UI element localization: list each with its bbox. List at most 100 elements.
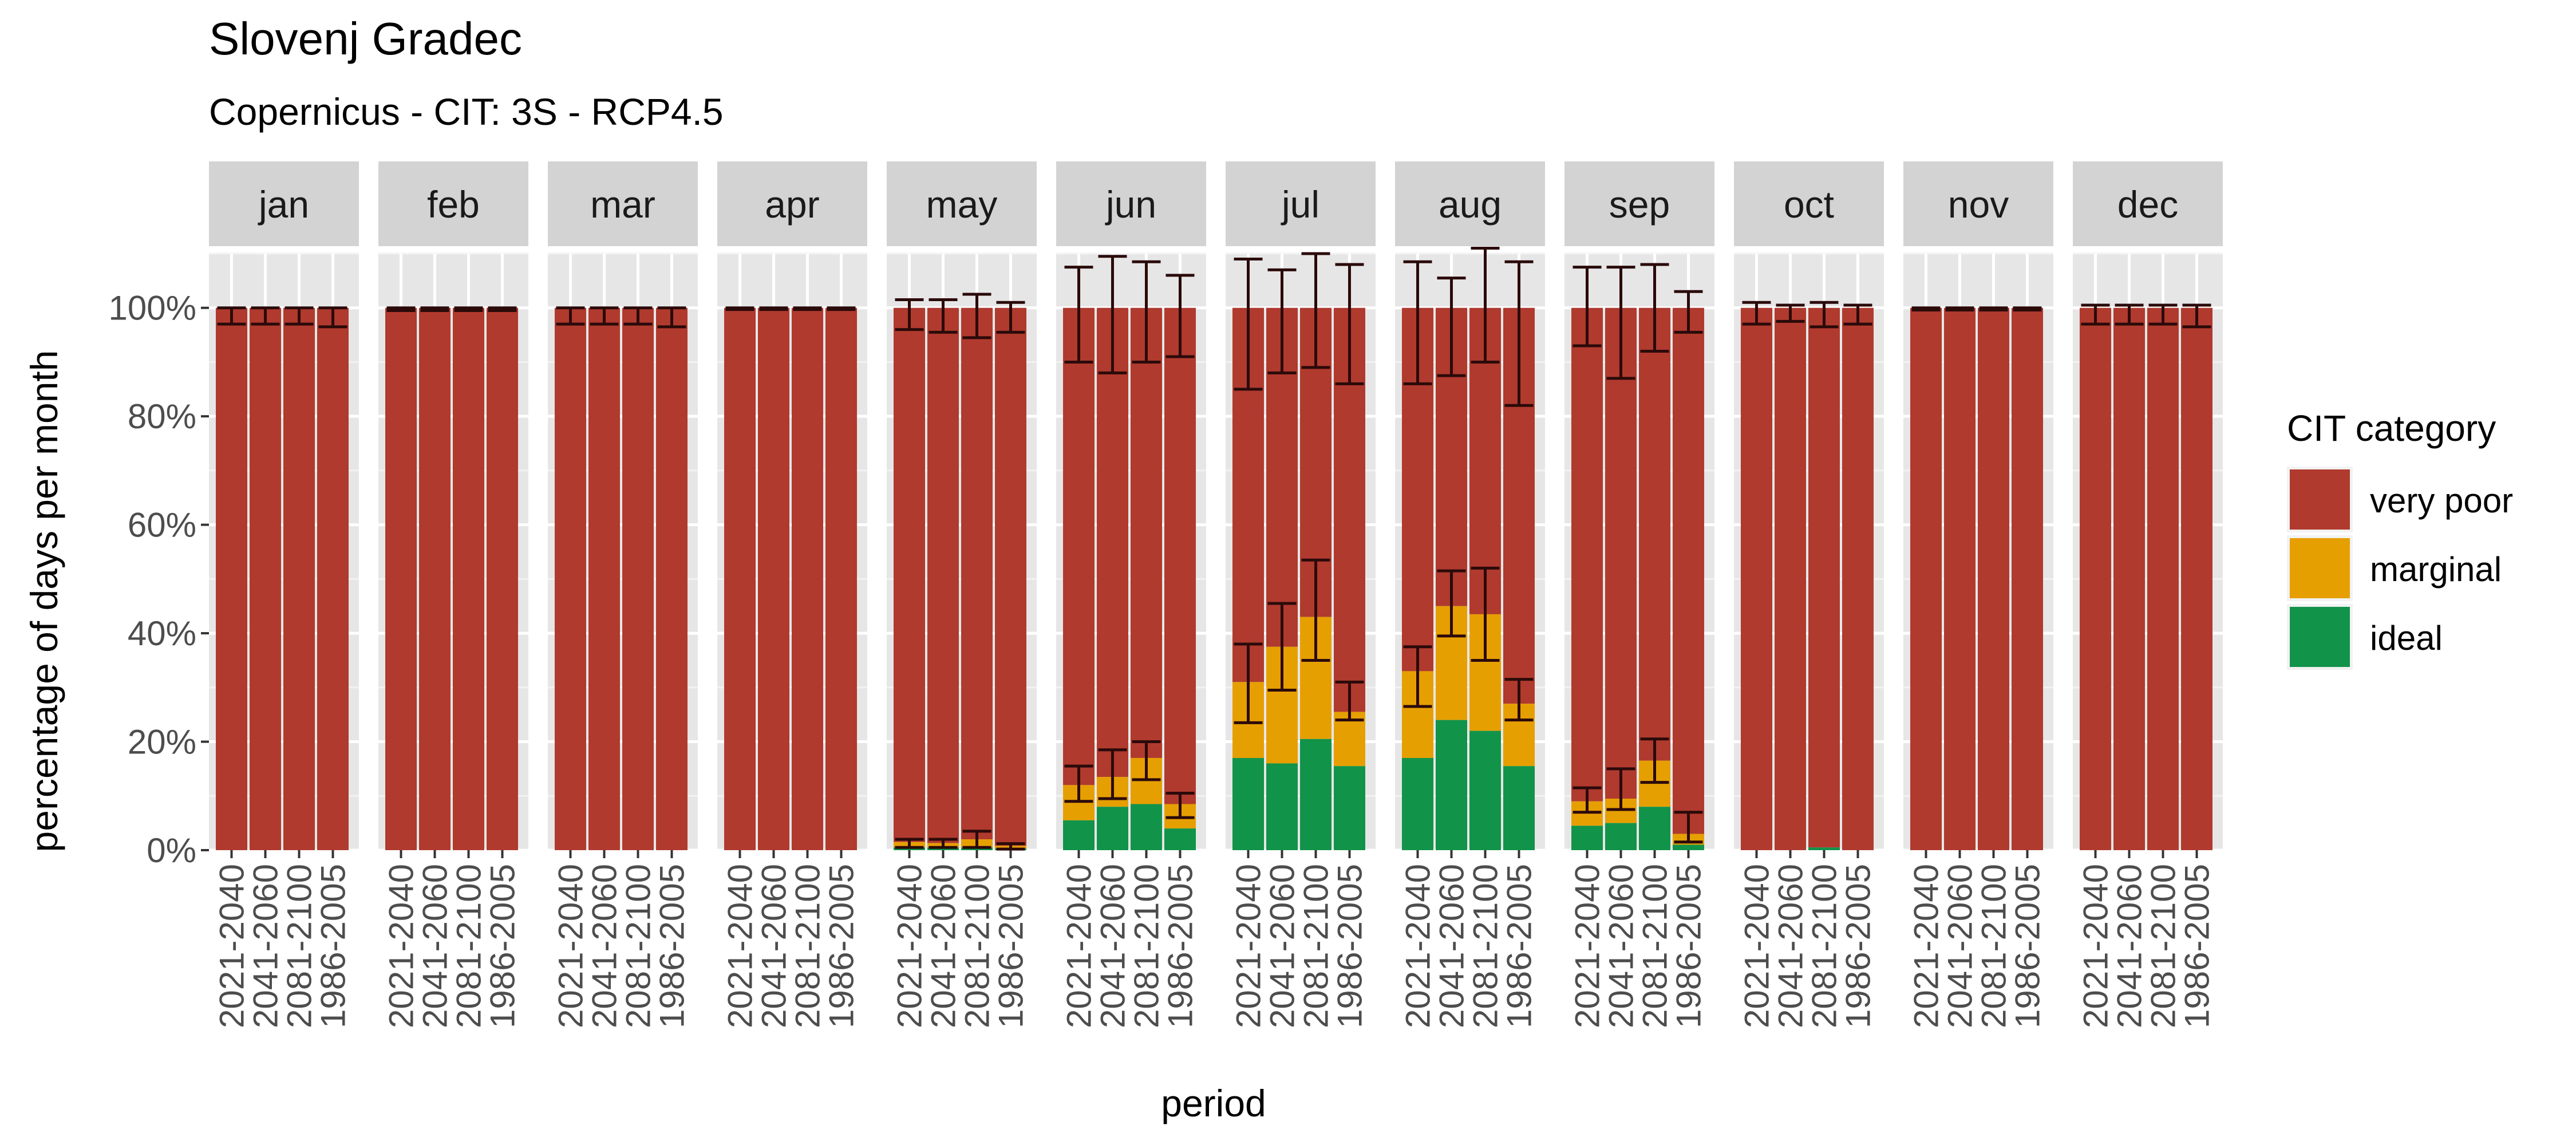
facet-strip xyxy=(717,161,867,246)
facet-panels: jan2021-20402041-20602081-21001986-2005f… xyxy=(209,161,2223,1028)
errorbar-upper xyxy=(1809,301,1839,329)
x-tick-label: 2021-2040 xyxy=(2077,864,2115,1028)
bar-very-poor xyxy=(1164,307,1196,804)
errorbar-lower xyxy=(1234,642,1263,724)
bar-very-poor xyxy=(1944,307,1976,850)
errorbar-lower xyxy=(1437,569,1466,638)
x-tick-label: 1986-2005 xyxy=(2009,864,2047,1028)
errorbar-upper xyxy=(1471,247,1500,364)
errorbar-upper xyxy=(1234,257,1263,391)
bar-ideal xyxy=(1503,766,1535,850)
y-tick-label: 100% xyxy=(109,289,196,327)
y-tick-label: 80% xyxy=(128,397,196,436)
x-tick-label: 2021-2040 xyxy=(1738,864,1776,1028)
errorbar-upper xyxy=(1165,274,1195,358)
facet-strip xyxy=(1056,161,1206,246)
errorbar-upper xyxy=(1979,306,2008,312)
errorbar-upper xyxy=(2182,303,2211,329)
errorbar-lower xyxy=(1132,740,1161,781)
x-tick-label: 2041-2060 xyxy=(1602,864,1641,1028)
errorbar-lower xyxy=(929,838,958,849)
x-tick-label: 2021-2040 xyxy=(1907,864,1946,1028)
legend-label: very poor xyxy=(2370,481,2513,520)
errorbar-upper xyxy=(996,301,1025,334)
x-tick-label: 2081-2100 xyxy=(1636,864,1674,1028)
legend: CIT category very poor marginal ideal xyxy=(2287,408,2513,670)
legend-swatch-marginal xyxy=(2290,538,2350,598)
errorbar-lower xyxy=(1403,645,1432,708)
facet-strip xyxy=(209,161,359,246)
errorbar-upper xyxy=(1776,303,1805,323)
legend-swatch-ideal xyxy=(2290,607,2350,667)
x-tick-label: 1986-2005 xyxy=(2178,864,2217,1028)
bar-very-poor xyxy=(724,307,756,850)
errorbar-lower xyxy=(996,842,1025,851)
x-tick-label: 2041-2060 xyxy=(755,864,793,1028)
facet-strip-label: feb xyxy=(427,183,480,226)
errorbar-upper xyxy=(1132,260,1161,364)
facet-strip xyxy=(1395,161,1545,246)
bar-very-poor xyxy=(2012,307,2043,850)
errorbar-upper xyxy=(590,306,619,326)
bar-very-poor xyxy=(1910,307,1942,850)
errorbar-upper xyxy=(318,306,347,329)
bar-very-poor xyxy=(1063,307,1095,785)
errorbar-lower xyxy=(1098,748,1127,800)
x-tick-label: 2041-2060 xyxy=(1263,864,1302,1028)
errorbar-upper xyxy=(1267,268,1297,374)
x-tick-label: 2021-2040 xyxy=(891,864,929,1028)
x-tick-label: 2081-2100 xyxy=(958,864,997,1028)
chart-subtitle: Copernicus - CIT: 3S - RCP4.5 xyxy=(209,90,724,133)
errorbar-upper xyxy=(386,306,416,312)
errorbar-lower xyxy=(1640,737,1669,784)
facet-strip-label: nov xyxy=(1948,183,2009,226)
x-tick-label: 1986-2005 xyxy=(1161,864,1200,1028)
errorbar-upper xyxy=(454,306,483,312)
x-tick-label: 2041-2060 xyxy=(247,864,285,1028)
legend-label: marginal xyxy=(2370,550,2502,589)
bar-very-poor xyxy=(453,307,484,850)
errorbar-upper xyxy=(1403,260,1432,385)
facet-strip-label: apr xyxy=(765,183,819,226)
x-tick-label: 2041-2060 xyxy=(2111,864,2149,1028)
bar-very-poor xyxy=(283,307,315,850)
facet-strip xyxy=(378,161,528,246)
bar-ideal xyxy=(1571,826,1603,850)
bar-ideal xyxy=(1232,757,1264,850)
bar-ideal xyxy=(1639,807,1670,850)
errorbar-upper xyxy=(1437,277,1466,377)
bar-ideal xyxy=(1131,804,1162,850)
bar-ideal xyxy=(1063,820,1095,850)
x-tick-label: 2081-2100 xyxy=(1805,864,1844,1028)
x-tick-label: 2081-2100 xyxy=(280,864,319,1028)
bar-very-poor xyxy=(2147,307,2179,850)
x-tick-label: 2021-2040 xyxy=(1060,864,1099,1028)
bar-ideal xyxy=(1808,847,1840,850)
x-tick-label: 2021-2040 xyxy=(552,864,590,1028)
legend-swatch-very-poor xyxy=(2290,469,2350,530)
errorbar-upper xyxy=(285,306,314,326)
errorbar-lower xyxy=(1674,811,1703,844)
facet-strip xyxy=(1903,161,2053,246)
bar-ideal xyxy=(1402,757,1433,850)
bar-very-poor xyxy=(927,307,959,843)
errorbar-upper xyxy=(420,306,449,312)
bar-very-poor xyxy=(487,307,518,850)
errorbar-upper xyxy=(623,306,653,326)
bar-very-poor xyxy=(894,307,925,842)
x-tick-label: 1986-2005 xyxy=(653,864,692,1028)
x-axis-label: period xyxy=(1161,1082,1266,1124)
facet-strip-label: may xyxy=(926,183,998,226)
x-tick-label: 2041-2060 xyxy=(1094,864,1132,1028)
errorbar-lower xyxy=(1504,678,1534,722)
errorbar-upper xyxy=(1911,306,1941,312)
errorbar-lower xyxy=(962,830,991,849)
x-tick-label: 2041-2060 xyxy=(924,864,963,1028)
bar-very-poor xyxy=(1571,307,1603,802)
